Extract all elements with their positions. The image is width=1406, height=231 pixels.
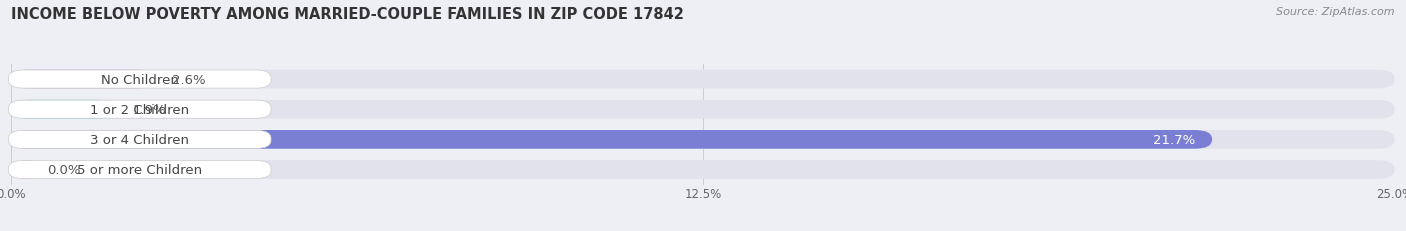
- Text: 0.0%: 0.0%: [48, 163, 80, 176]
- Text: 21.7%: 21.7%: [1153, 133, 1195, 146]
- FancyBboxPatch shape: [11, 70, 1395, 89]
- FancyBboxPatch shape: [11, 131, 1212, 149]
- Text: 5 or more Children: 5 or more Children: [77, 163, 202, 176]
- FancyBboxPatch shape: [8, 71, 271, 89]
- FancyBboxPatch shape: [8, 131, 271, 149]
- FancyBboxPatch shape: [8, 161, 271, 179]
- Text: 2.6%: 2.6%: [172, 73, 205, 86]
- Text: 3 or 4 Children: 3 or 4 Children: [90, 133, 190, 146]
- FancyBboxPatch shape: [11, 70, 155, 89]
- Text: 1.9%: 1.9%: [134, 103, 167, 116]
- FancyBboxPatch shape: [11, 131, 1395, 149]
- FancyBboxPatch shape: [11, 100, 117, 119]
- Text: Source: ZipAtlas.com: Source: ZipAtlas.com: [1277, 7, 1395, 17]
- FancyBboxPatch shape: [8, 101, 271, 119]
- Text: 1 or 2 Children: 1 or 2 Children: [90, 103, 190, 116]
- Text: INCOME BELOW POVERTY AMONG MARRIED-COUPLE FAMILIES IN ZIP CODE 17842: INCOME BELOW POVERTY AMONG MARRIED-COUPL…: [11, 7, 685, 22]
- FancyBboxPatch shape: [11, 100, 1395, 119]
- FancyBboxPatch shape: [11, 161, 1395, 179]
- Text: No Children: No Children: [101, 73, 179, 86]
- FancyBboxPatch shape: [11, 161, 45, 179]
